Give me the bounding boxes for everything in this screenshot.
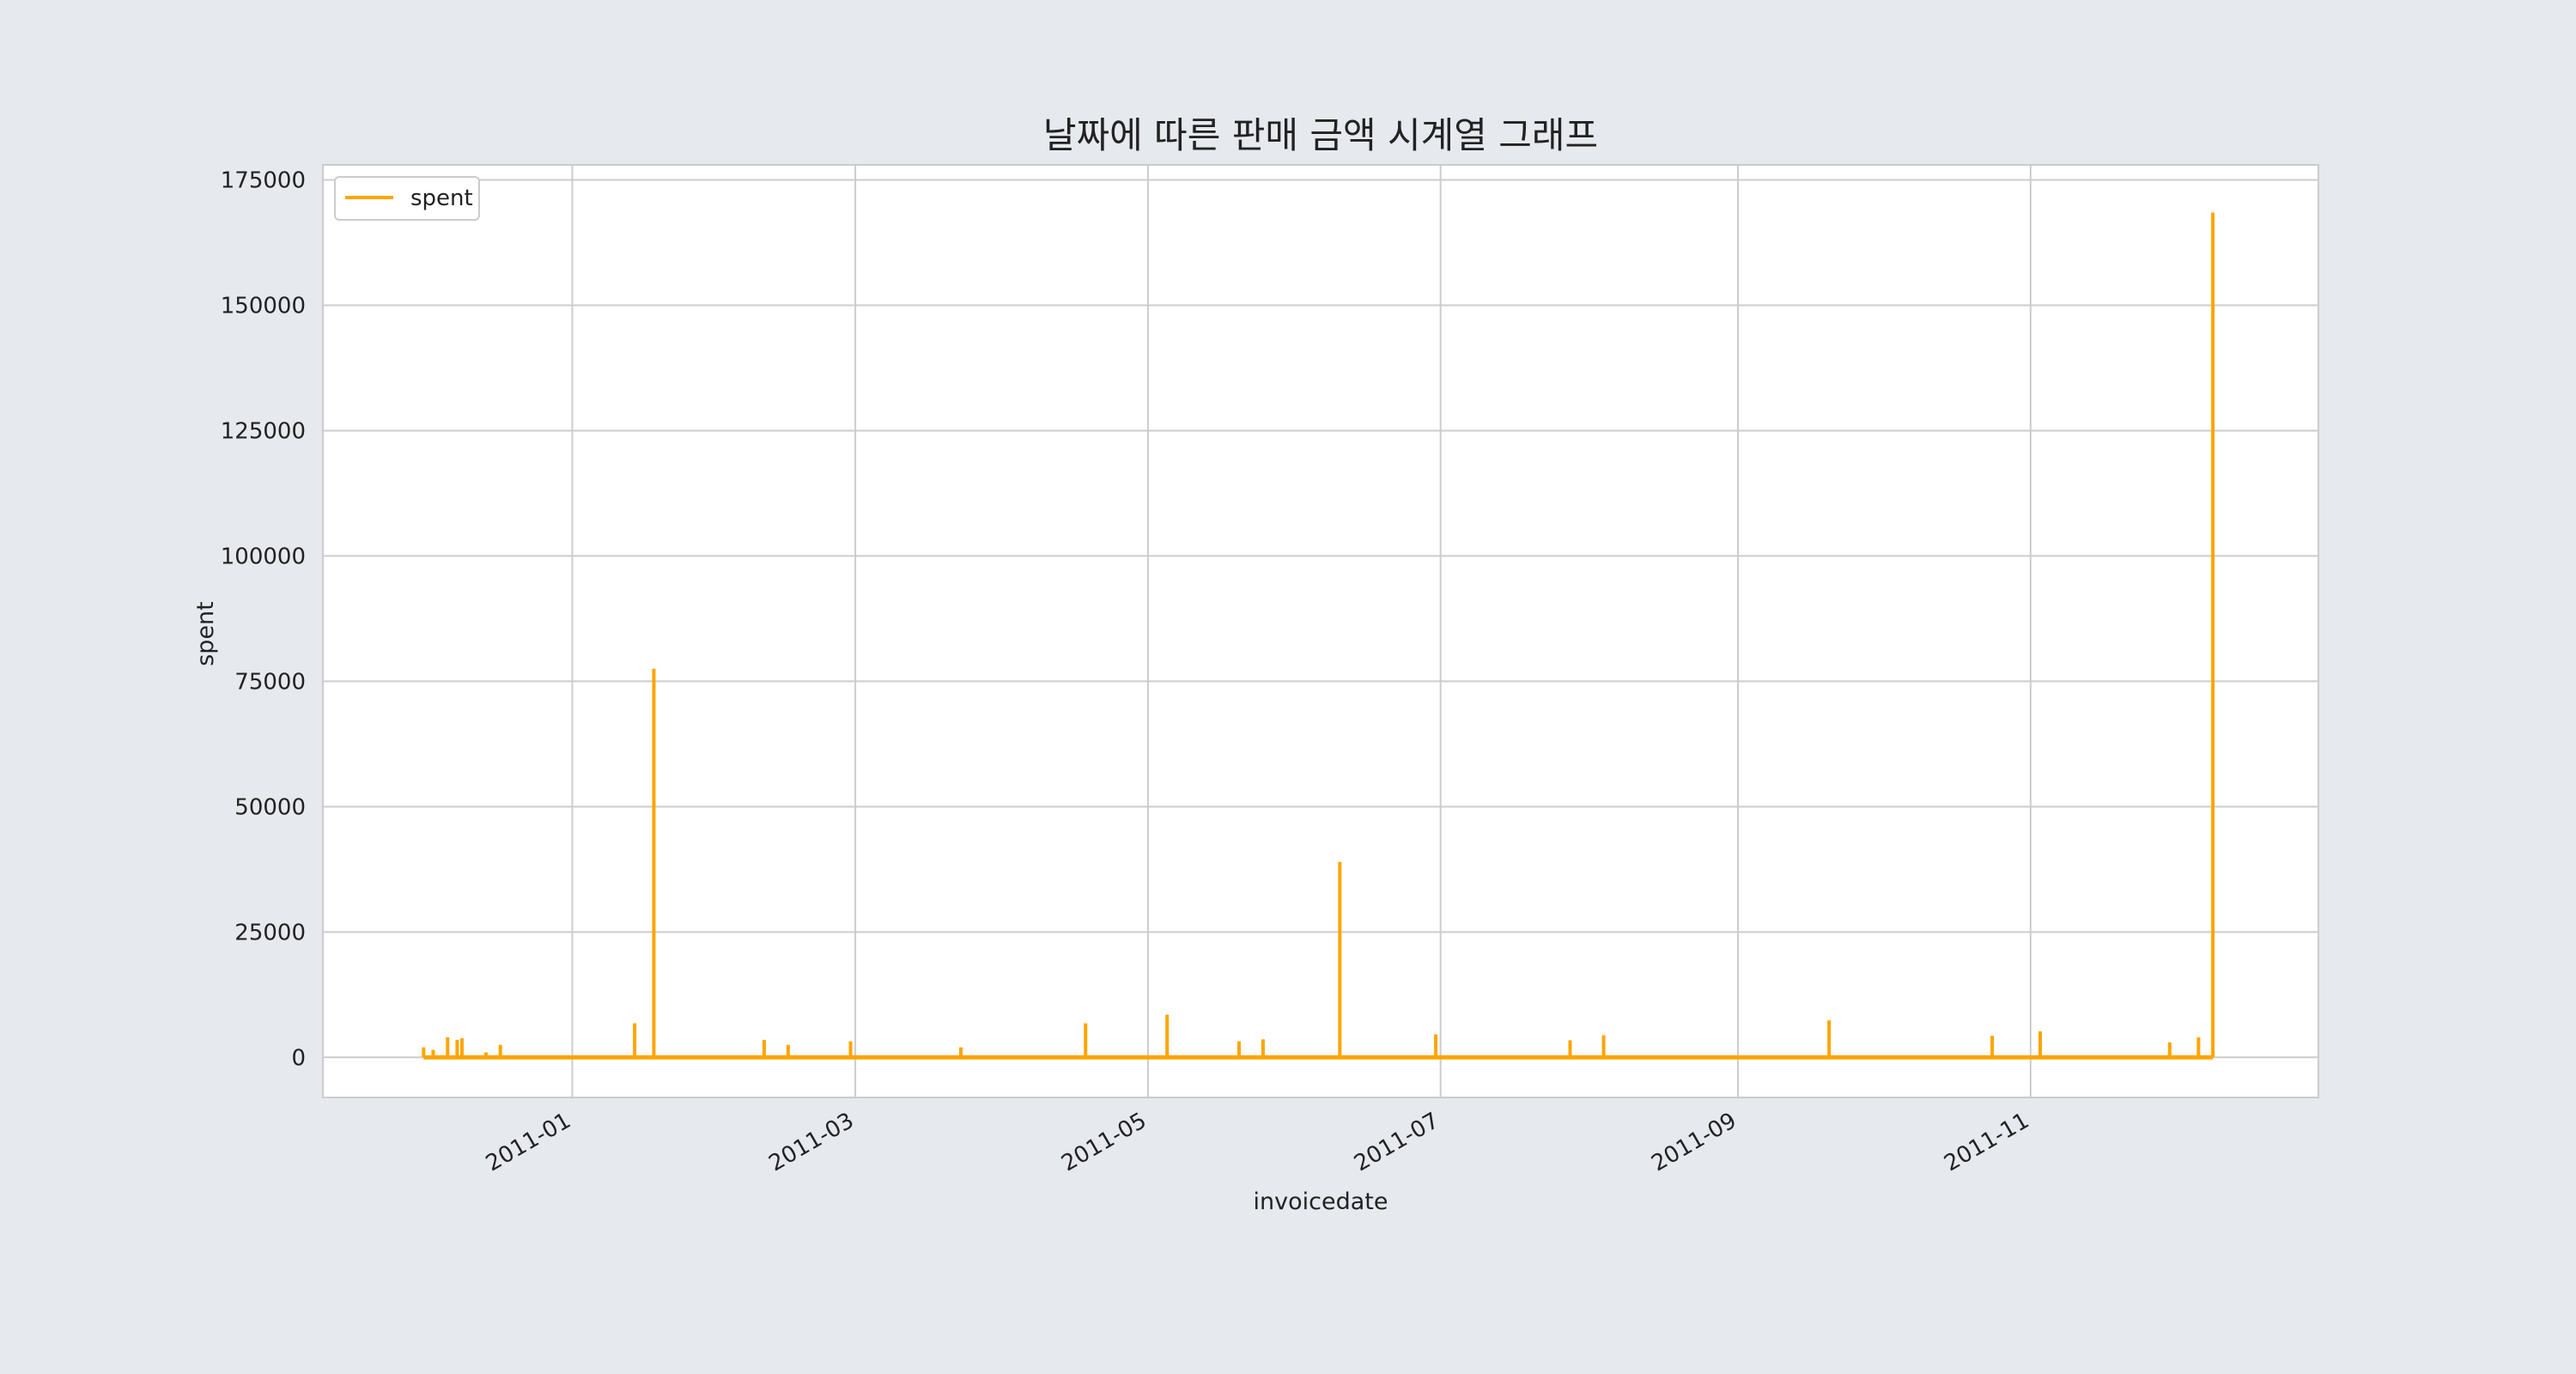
- y-tick-label: 0: [291, 1045, 306, 1071]
- x-tick-label: 2011-01: [482, 1108, 575, 1176]
- x-tick-label: 2011-07: [1350, 1108, 1443, 1176]
- x-axis-label: invoicedate: [1254, 1189, 1388, 1215]
- y-tick-label: 50000: [234, 794, 306, 820]
- y-tick-label: 175000: [221, 168, 306, 194]
- y-axis-label: spent: [192, 601, 219, 666]
- y-tick-label: 125000: [221, 418, 306, 444]
- y-tick-labels: 0 25000 50000 75000 100000 125000 150000 175000: [221, 168, 306, 1072]
- series-spent-spikes: [422, 212, 2215, 1058]
- legend-label-spent: spent: [410, 185, 473, 211]
- legend: spent: [334, 176, 480, 221]
- legend-box: [334, 176, 480, 221]
- x-tick-labels: 2011-01 2011-03 2011-05 2011-07 2011-09 2011-…: [482, 1108, 2033, 1176]
- x-tick-label: 2011-11: [1940, 1108, 2033, 1176]
- chart-title: 날짜에 따른 판매 금액 시계열 그래프: [1043, 114, 1598, 156]
- y-tick-label: 150000: [221, 293, 306, 319]
- x-tick-label: 2011-05: [1057, 1108, 1151, 1176]
- x-tick-label: 2011-09: [1647, 1108, 1741, 1176]
- y-tick-label: 75000: [234, 669, 306, 695]
- y-tick-label: 25000: [234, 920, 306, 945]
- x-tick-label: 2011-03: [765, 1108, 859, 1176]
- y-tick-label: 100000: [221, 544, 306, 569]
